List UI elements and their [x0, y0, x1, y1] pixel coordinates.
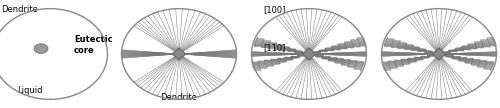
Polygon shape [302, 48, 316, 60]
Text: [100]: [100] [264, 5, 286, 14]
Text: Liquid: Liquid [17, 86, 43, 95]
Polygon shape [172, 48, 186, 60]
Polygon shape [432, 48, 446, 60]
Text: Eutectic: Eutectic [74, 35, 112, 44]
Text: [110]: [110] [264, 43, 286, 52]
Text: core: core [74, 46, 95, 55]
Text: Dendrite: Dendrite [160, 93, 198, 102]
Ellipse shape [34, 44, 48, 53]
Text: Dendrite: Dendrite [1, 5, 38, 14]
